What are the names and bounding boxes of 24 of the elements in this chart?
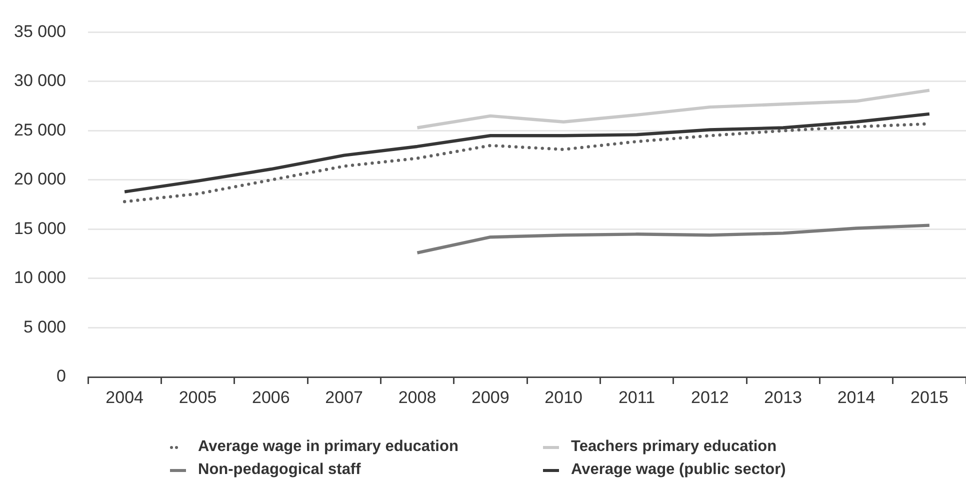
x-tick-label: 2006 <box>252 388 290 407</box>
y-tick-label: 15 000 <box>14 218 66 238</box>
x-tick-label: 2015 <box>910 388 948 407</box>
x-tick-label: 2012 <box>691 388 729 407</box>
x-tick-label: 2010 <box>544 388 582 407</box>
x-tick-label: 2009 <box>472 388 510 407</box>
legend-label: Teachers primary education <box>571 438 777 456</box>
x-tick-label: 2014 <box>837 388 876 407</box>
legend-label: Non-pedagogical staff <box>198 461 361 479</box>
legend-label: Average wage (public sector) <box>571 461 786 479</box>
x-tick-label: 2005 <box>178 388 217 407</box>
y-tick-label: 10 000 <box>14 268 66 288</box>
y-tick-label: 30 000 <box>14 71 66 90</box>
y-tick-label: 0 <box>56 366 66 386</box>
x-tick-label: 2007 <box>325 388 363 407</box>
x-tick-label: 2013 <box>764 388 802 407</box>
x-tick-label: 2004 <box>106 388 144 407</box>
legend-label: Average wage in primary education <box>198 438 458 456</box>
y-tick-label: 20 000 <box>14 170 66 189</box>
y-tick-label: 5 000 <box>23 317 66 336</box>
x-tick-label: 2008 <box>398 388 436 407</box>
y-tick-label: 25 000 <box>14 120 66 140</box>
x-tick-label: 2011 <box>618 388 656 407</box>
y-tick-label: 35 000 <box>14 22 66 41</box>
